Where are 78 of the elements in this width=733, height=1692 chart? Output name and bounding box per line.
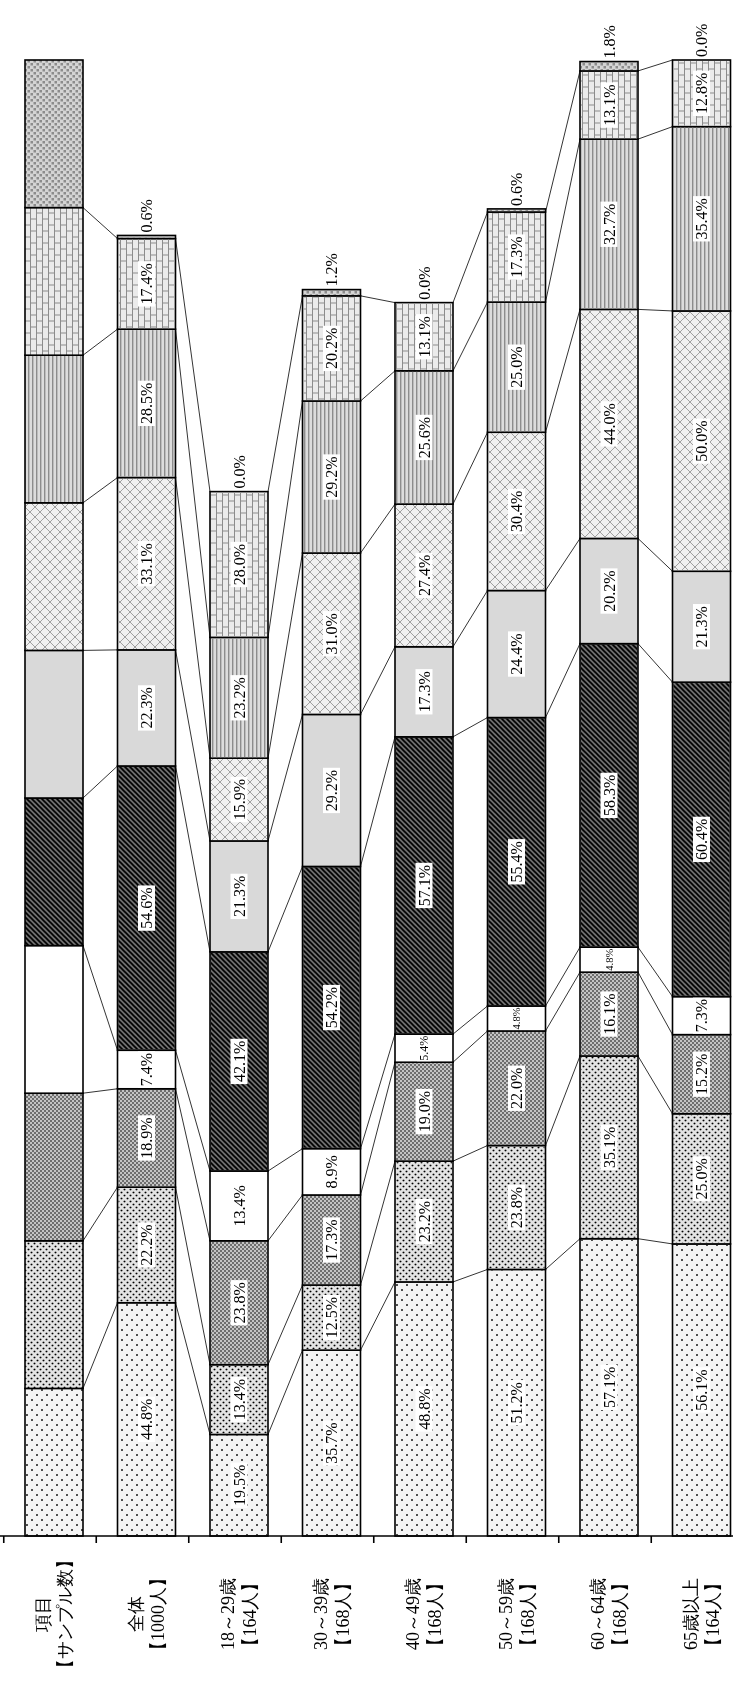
data-label: 22.0% <box>508 1067 525 1109</box>
x-tick-label: 18～29歳【164人】 <box>218 1573 260 1655</box>
x-tick-label: 50～59歳【168人】 <box>495 1573 538 1655</box>
data-label: 42.1% <box>230 1040 248 1083</box>
data-label: 16.1% <box>600 993 618 1035</box>
data-label: 23.8% <box>230 1282 248 1324</box>
data-label: 50.0% <box>693 420 710 462</box>
data-label: 29.2% <box>323 769 340 812</box>
data-label: 33.1% <box>138 543 155 585</box>
data-label: 4.8% <box>603 948 615 971</box>
data-label: 29.2% <box>323 456 340 498</box>
data-label: 0.6% <box>138 199 155 233</box>
data-label: 13.1% <box>600 84 618 126</box>
data-label: 12.8% <box>693 72 710 114</box>
data-label: 15.9% <box>230 778 248 821</box>
data-label: 44.0% <box>600 403 618 445</box>
data-label: 21.3% <box>230 875 248 918</box>
data-label: 55.4% <box>508 841 525 883</box>
data-label: 13.1% <box>415 316 433 358</box>
data-label: 1.8% <box>600 25 618 59</box>
data-label: 22.3% <box>138 687 155 729</box>
data-label: 30.4% <box>508 490 525 533</box>
data-label: 17.3% <box>323 1219 340 1261</box>
data-label: 57.1% <box>415 864 433 907</box>
x-tick-label: 全体【1000人】 <box>125 1569 168 1659</box>
data-label: 23.2% <box>230 677 248 719</box>
data-label: 24.4% <box>508 633 525 675</box>
data-label: 28.5% <box>138 382 155 425</box>
data-label: 56.1% <box>693 1369 710 1411</box>
data-label: 48.8% <box>415 1388 433 1430</box>
data-label: 0.0% <box>415 266 433 300</box>
data-label: 5.4% <box>417 1035 431 1061</box>
data-label: 0.6% <box>508 172 525 206</box>
data-label: 4.8% <box>511 1007 522 1030</box>
data-label: 15.2% <box>693 1053 710 1095</box>
data-label: 13.4% <box>230 1185 248 1227</box>
data-label: 35.1% <box>600 1126 618 1169</box>
data-label: 7.3% <box>693 998 710 1033</box>
x-tick-label: 65歳以上【164人】 <box>680 1573 723 1655</box>
x-tick-label: 40～49歳【168人】 <box>403 1573 445 1655</box>
data-label: 60.4% <box>693 818 710 861</box>
data-label: 17.3% <box>508 236 525 278</box>
data-label: 18.9% <box>138 1117 155 1159</box>
data-label: 25.0% <box>508 346 525 388</box>
data-label: 23.8% <box>508 1186 525 1229</box>
data-label: 8.9% <box>323 1155 340 1189</box>
data-label: 20.2% <box>600 570 618 612</box>
x-tick-label: 30～39歳【168人】 <box>310 1573 353 1655</box>
data-label: 17.4% <box>138 263 155 305</box>
data-label: 21.3% <box>693 606 710 648</box>
data-label: 20.2% <box>323 327 340 370</box>
data-label: 54.6% <box>138 887 155 929</box>
data-label: 1.2% <box>323 253 340 287</box>
data-label: 12.5% <box>323 1296 340 1339</box>
data-label: 23.2% <box>415 1200 433 1243</box>
data-label: 0.0% <box>693 23 710 57</box>
data-label: 58.3% <box>600 774 618 817</box>
data-label: 19.5% <box>230 1464 248 1506</box>
data-label: 22.2% <box>138 1224 155 1266</box>
data-label: 19.0% <box>415 1091 433 1133</box>
data-label: 17.3% <box>415 671 433 713</box>
data-label: 35.7% <box>323 1422 340 1464</box>
data-label: 28.0% <box>230 543 248 586</box>
data-label: 7.4% <box>138 1052 155 1087</box>
data-label: 13.4% <box>230 1378 248 1421</box>
data-label: 35.4% <box>693 198 710 240</box>
data-label: 44.8% <box>138 1398 155 1441</box>
data-label: 57.1% <box>600 1366 618 1409</box>
data-label: 32.7% <box>600 203 618 245</box>
data-label: 54.2% <box>323 986 340 1029</box>
data-label: 0.0% <box>230 455 248 489</box>
data-label: 31.0% <box>323 613 340 655</box>
x-tick-label: 60～64歳【168人】 <box>588 1573 630 1655</box>
data-label: 27.4% <box>415 554 433 597</box>
data-label: 25.6% <box>415 416 433 459</box>
data-label: 51.2% <box>508 1382 525 1424</box>
data-label: 25.0% <box>693 1158 710 1200</box>
legend-title: 項目【サンプル数】 <box>33 1551 75 1677</box>
